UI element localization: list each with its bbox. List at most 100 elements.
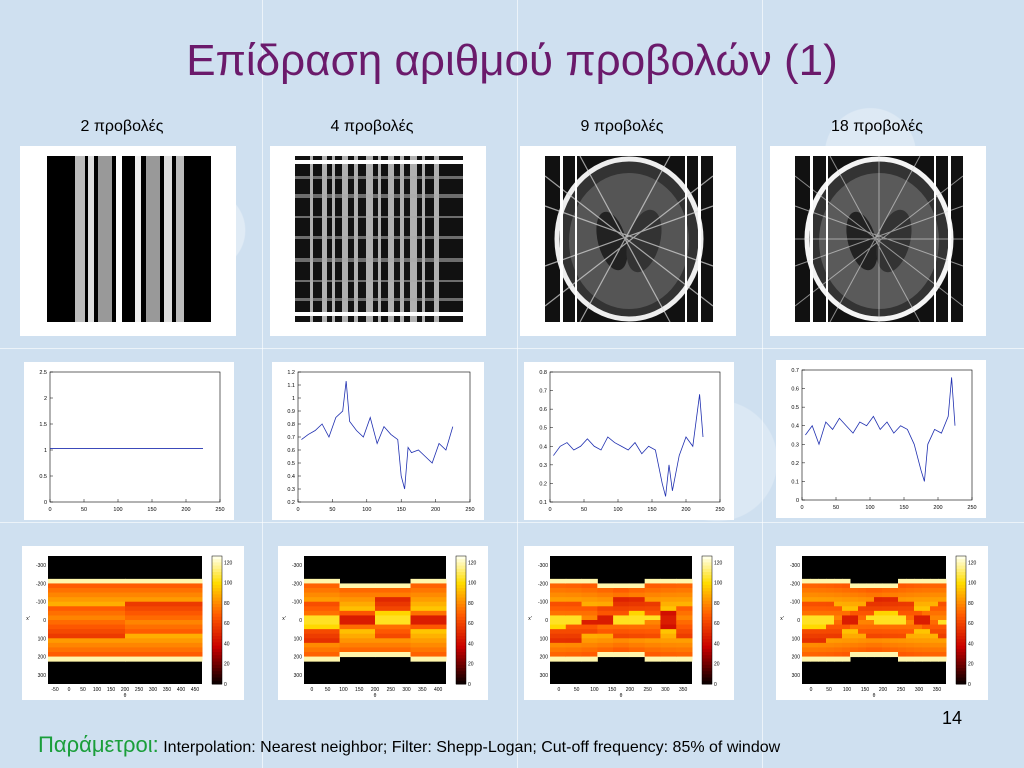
y-tick-label: 0.2 [539,481,547,487]
y-tick-label: 0.5 [539,426,547,432]
sinogram-cell [898,588,907,594]
sinogram-cell [581,638,598,644]
sinogram-cell [818,606,827,612]
sinogram-cell [125,583,203,589]
sinogram-cell [565,592,583,598]
sinogram-cell [842,642,851,648]
sinogram-cell [874,615,883,621]
sinogram-cell [375,597,411,603]
colorbar-segment [212,620,222,624]
sinogram-cell [882,583,891,589]
x-tick-label: 150 [355,687,364,693]
sinogram-cell [818,656,827,662]
sinogram-cell [850,610,859,616]
sinogram-cell [125,615,203,621]
y-tick-label: -100 [36,600,46,606]
x-tick-label: 50 [574,687,580,693]
y-tick-label: 0.5 [39,474,47,480]
colorbar-segment [702,568,712,573]
sinogram-cell [550,633,567,639]
sinogram-cell [802,620,811,626]
colorbar-segment [702,639,712,643]
sinogram-cell [810,615,819,621]
colorbar-segment [956,594,966,599]
sinogram-cell [890,629,899,635]
sinogram-cell [914,615,923,621]
sinogram-cell [938,615,947,621]
colorbar-segment [212,597,222,602]
colorbar-segment [212,629,222,634]
sinogram-cell [850,647,859,653]
sinogram-cell [304,606,340,612]
colorbar-segment [956,648,966,653]
colorbar-segment [456,565,466,570]
sinogram-cell [810,652,819,658]
colorbar-segment [702,559,712,563]
sinogram-cell [834,583,843,589]
colorbar-segment [956,575,966,579]
colorbar-segment [956,591,966,595]
sinogram-cell [874,638,883,644]
y-tick-label: 100 [38,636,47,642]
x-tick-label: 200 [681,507,690,513]
sinogram-cell [858,606,867,612]
colorbar-segment [212,632,222,637]
sinogram-cell [48,638,126,644]
sinogram-cell [914,620,923,626]
sinogram-cell [810,629,819,635]
sinogram-cell [906,592,915,598]
sinogram-cell [565,606,583,612]
sinogram-cell [304,588,340,594]
sinogram-cell [906,656,915,662]
sinogram-cell [550,656,567,662]
sinogram-cell [922,592,931,598]
sinogram-cell [48,578,126,584]
sinogram-cell [866,652,875,658]
colorbar-tick-label: 40 [714,641,720,647]
sinogram-cell [581,629,598,635]
y-tick-label: -100 [790,600,800,606]
sinogram-cell [125,633,203,639]
sinogram-cell [660,588,677,594]
sinogram-cell [802,633,811,639]
y-tick-label: 0.3 [791,442,799,448]
sinogram-cell [676,610,693,616]
x-tick-label: 150 [147,507,156,513]
sinogram-cell [922,620,931,626]
sinogram-cell [914,652,923,658]
sinogram-cell [810,656,819,662]
sinogram-cell [834,606,843,612]
x-tick-label: 250 [215,507,224,513]
colorbar-segment [702,636,712,640]
sinogram-cell [922,624,931,630]
sinogram-cell [339,620,376,626]
sinogram-cell [125,629,203,635]
sinogram-cell [802,615,811,621]
y-tick-label: 0.8 [539,370,547,376]
colorbar-segment [956,584,966,589]
x-tick-label: 100 [613,507,622,513]
x-tick-label: 150 [647,507,656,513]
sinogram-cell [874,588,883,594]
sinogram-cell [597,601,614,607]
sinogram-cell [660,592,677,598]
x-tick-label: 300 [915,687,924,693]
sinogram-cell [581,633,598,639]
sinogram-cell [581,592,598,598]
x-tick-label: 100 [843,687,852,693]
sinogram-cell [565,578,583,584]
sinogram-cell [628,597,646,603]
colorbar-segment [212,636,222,640]
sinogram-cell [375,633,411,639]
y-tick-label: 1.5 [39,422,47,428]
sinogram-cell [938,606,947,612]
colorbar-tick-label: 80 [224,601,230,607]
sinogram-cell [597,638,614,644]
sinogram-cell [842,656,851,662]
colorbar-segment [456,671,466,675]
plot-axes [801,369,973,501]
sinogram-cell [597,647,614,653]
sinogram-cell [660,583,677,589]
sinogram-cell [613,606,630,612]
sinogram-cell [550,620,567,626]
